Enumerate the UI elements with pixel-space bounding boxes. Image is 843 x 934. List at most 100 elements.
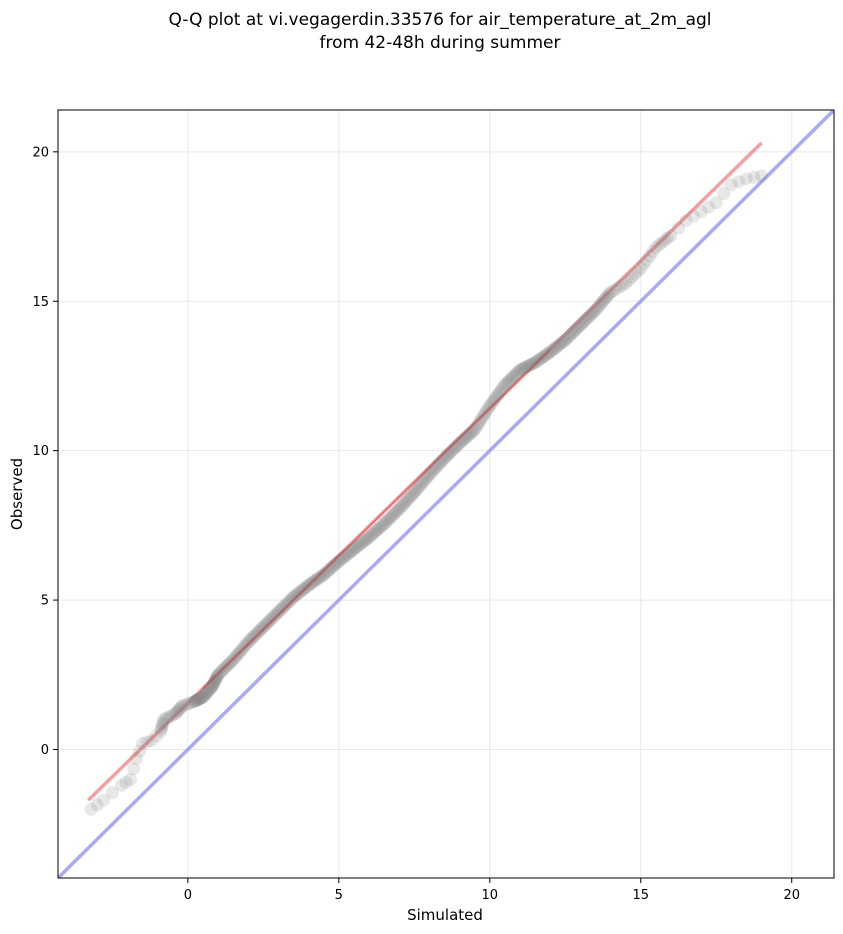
fit-line-overlay xyxy=(202,349,551,689)
qq-point xyxy=(567,324,581,338)
qq-point xyxy=(561,330,575,344)
qq-point xyxy=(180,697,194,711)
identity-line-group xyxy=(58,110,834,878)
qq-point xyxy=(114,778,128,792)
qq-point xyxy=(489,390,503,404)
qq-point xyxy=(566,326,580,340)
qq-point xyxy=(182,696,196,710)
identity-line xyxy=(58,110,834,878)
qq-point xyxy=(441,448,455,462)
qq-point xyxy=(444,445,458,459)
qq-point xyxy=(373,521,387,535)
qq-point xyxy=(259,617,273,631)
qq-point xyxy=(154,725,168,739)
qq-point xyxy=(406,487,420,501)
qq-point xyxy=(244,632,258,646)
qq-point xyxy=(320,565,334,579)
qq-point xyxy=(602,287,616,301)
qq-point xyxy=(505,370,519,384)
qq-point xyxy=(709,196,723,210)
qq-point xyxy=(164,709,178,723)
qq-point xyxy=(397,497,411,511)
qq-point xyxy=(324,561,338,575)
qq-point xyxy=(277,599,291,613)
qq-point xyxy=(208,674,222,688)
qq-point xyxy=(267,610,281,624)
x-tick-label-4: 20 xyxy=(783,888,800,903)
qq-point xyxy=(169,707,183,721)
qq-point xyxy=(502,373,516,387)
qq-point xyxy=(262,614,276,628)
qq-point xyxy=(576,315,590,329)
qq-point xyxy=(280,596,294,610)
qq-point xyxy=(599,291,613,305)
qq-point xyxy=(377,517,391,531)
qq-point xyxy=(200,685,214,699)
qq-point xyxy=(187,695,201,709)
qq-point xyxy=(418,473,432,487)
qq-point xyxy=(330,556,344,570)
qq-point xyxy=(643,249,657,263)
qq-point xyxy=(209,673,223,687)
qq-point xyxy=(130,751,144,765)
qq-point xyxy=(237,640,251,654)
qq-point xyxy=(288,589,302,603)
qq-point xyxy=(258,618,272,632)
qq-point xyxy=(207,675,221,689)
qq-point xyxy=(203,682,217,696)
plot-frame xyxy=(57,109,835,879)
qq-point xyxy=(516,361,530,375)
qq-point xyxy=(419,471,433,485)
qq-point xyxy=(216,663,230,677)
qq-point xyxy=(209,671,223,685)
qq-point xyxy=(210,670,224,684)
qq-point xyxy=(511,364,525,378)
qq-point xyxy=(581,311,595,325)
qq-point xyxy=(747,170,761,184)
qq-point xyxy=(391,503,405,517)
qq-point xyxy=(174,701,188,715)
qq-point xyxy=(321,564,335,578)
qq-point xyxy=(354,536,368,550)
qq-point xyxy=(386,508,400,522)
qq-point xyxy=(401,492,415,506)
qq-point xyxy=(531,353,545,367)
qq-point xyxy=(156,715,170,729)
qq-point xyxy=(184,696,198,710)
qq-point xyxy=(105,786,119,800)
qq-point xyxy=(149,729,163,743)
qq-point xyxy=(469,420,483,434)
qq-point xyxy=(717,187,731,201)
qq-point xyxy=(590,301,604,315)
qq-point xyxy=(702,200,716,214)
qq-point xyxy=(274,602,288,616)
qq-point xyxy=(437,451,451,465)
qq-point xyxy=(739,172,753,186)
qq-point xyxy=(329,557,343,571)
qq-point xyxy=(596,294,610,308)
qq-point xyxy=(202,683,216,697)
qq-point xyxy=(154,722,168,736)
qq-point xyxy=(270,607,284,621)
qq-point xyxy=(557,334,571,348)
qq-point xyxy=(348,541,362,555)
qq-point xyxy=(96,793,110,807)
qq-point xyxy=(273,604,287,618)
qq-point xyxy=(344,545,358,559)
qq-point xyxy=(631,264,645,278)
qq-point xyxy=(133,744,147,758)
qq-point xyxy=(190,693,204,707)
qq-point xyxy=(380,514,394,528)
qq-point xyxy=(652,238,666,252)
qq-point xyxy=(637,257,651,271)
qq-point xyxy=(539,348,553,362)
qq-point xyxy=(495,382,509,396)
qq-point xyxy=(291,587,305,601)
qq-point xyxy=(501,375,515,389)
qq-point xyxy=(486,395,500,409)
chart-title-line-2: from 42-48h during summer xyxy=(320,33,561,53)
qq-point xyxy=(294,584,308,598)
qq-point xyxy=(199,687,213,701)
qq-point xyxy=(679,214,693,228)
